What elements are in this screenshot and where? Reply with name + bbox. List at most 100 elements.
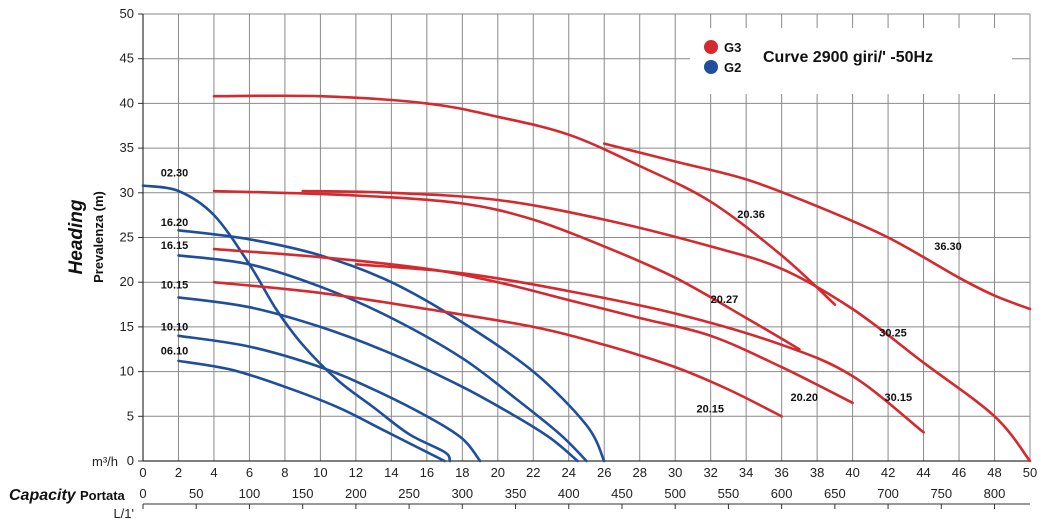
y-tick-label: 30 <box>120 185 134 200</box>
x2-tick-label: 300 <box>451 486 473 501</box>
x-tick-label: 26 <box>597 465 611 480</box>
chart-title: Curve 2900 giri/' -50Hz <box>763 49 933 66</box>
x-tick-label: 44 <box>916 465 930 480</box>
x-tick-label: 28 <box>632 465 646 480</box>
x-tick-label: 34 <box>739 465 753 480</box>
x-tick-label: 22 <box>526 465 540 480</box>
grid <box>142 13 1031 462</box>
x2-tick-label: 600 <box>771 486 793 501</box>
legend-dot-g3 <box>704 40 718 54</box>
curve-label-02-30: 02.30 <box>161 168 189 180</box>
y-tick-label: 45 <box>120 51 134 66</box>
y-tick-label: 40 <box>120 95 134 110</box>
x-axis-title-en: Capacity <box>9 487 77 504</box>
curve-label-30-25: 30.25 <box>879 328 907 340</box>
x2-tick-label: 700 <box>877 486 899 501</box>
curve-16-20 <box>177 229 606 463</box>
x2-tick-label: 0 <box>139 486 146 501</box>
y-tick-labels: 0 5 10 15 20 25 30 35 40 45 50 <box>120 6 143 468</box>
curve-label-20-15: 20.15 <box>696 404 724 416</box>
y-tick-label: 15 <box>120 319 134 334</box>
x-unit-secondary: L/1' <box>113 506 134 521</box>
curve-label-20-36: 20.36 <box>737 209 765 221</box>
x-tick-label: 16 <box>420 465 434 480</box>
curve-16-15 <box>177 254 588 463</box>
x2-tick-label: 50 <box>189 486 203 501</box>
y-tick-label: 10 <box>120 364 134 379</box>
x-tick-label: 20 <box>491 465 505 480</box>
y-axis-title-en: Heading <box>66 199 87 274</box>
y-tick-label: 25 <box>120 230 134 245</box>
x-tick-label: 4 <box>210 465 217 480</box>
curve-label-20-27: 20.27 <box>711 294 739 306</box>
x2-tick-label: 350 <box>505 486 527 501</box>
x-tick-label: 10 <box>313 465 327 480</box>
x-tick-label: 32 <box>703 465 717 480</box>
legend-label-g2: G2 <box>724 60 741 75</box>
x-tick-label: 14 <box>384 465 398 480</box>
x-tick-label: 42 <box>881 465 895 480</box>
curve-36-30 <box>602 142 1032 311</box>
x-tick-label: 8 <box>281 465 288 480</box>
x-tick-label: 24 <box>562 465 576 480</box>
curve-label-16-20: 16.20 <box>161 217 189 229</box>
x-tick-label: 2 <box>175 465 182 480</box>
curve-06-10 <box>177 359 446 463</box>
curve-label-10-10: 10.10 <box>161 321 189 333</box>
x2-tick-label: 250 <box>398 486 420 501</box>
x2-tick-label: 750 <box>930 486 952 501</box>
curve-label-30-15: 30.15 <box>885 392 913 404</box>
curve-labels: 02.30 16.20 16.15 10.15 10.10 06.10 20.36 36.30… <box>161 168 962 416</box>
x-unit-primary: m³/h <box>92 454 118 469</box>
x-tick-label: 46 <box>952 465 966 480</box>
curve-20-36 <box>212 94 837 306</box>
curves <box>141 94 1032 463</box>
legend-dot-g2 <box>704 60 718 74</box>
x2-tick-label: 150 <box>292 486 314 501</box>
legend-label-g3: G3 <box>724 40 741 55</box>
legend-background <box>690 28 1012 94</box>
x2-tick-label: 800 <box>984 486 1006 501</box>
x2-tick-label: 500 <box>664 486 686 501</box>
curve-20-20 <box>212 247 854 405</box>
curve-30-25 <box>301 189 1032 463</box>
y-axis-title-it: Prevalenza (m) <box>91 191 106 283</box>
legend: G3 G2 Curve 2900 giri/' -50Hz <box>690 28 1012 94</box>
x2-tick-labels: 0 50 100 150 200 250 300 350 400 450 500 550 600 650 7… <box>139 486 1005 509</box>
curve-20-27 <box>212 189 801 351</box>
curve-label-10-15: 10.15 <box>161 279 189 291</box>
curve-label-16-15: 16.15 <box>161 240 189 252</box>
x-tick-label: 12 <box>349 465 363 480</box>
y-tick-label: 35 <box>120 140 134 155</box>
x-tick-label: 6 <box>246 465 253 480</box>
y-tick-label: 50 <box>120 6 134 21</box>
curve-10-10 <box>177 334 482 463</box>
x-tick-label: 48 <box>987 465 1001 480</box>
x-tick-label: 18 <box>455 465 469 480</box>
curve-label-06-10: 06.10 <box>161 346 189 358</box>
x2-tick-label: 450 <box>611 486 633 501</box>
x2-tick-label: 200 <box>345 486 367 501</box>
curve-label-20-20: 20.20 <box>791 392 819 404</box>
curve-30-15 <box>354 263 925 434</box>
x-tick-label: 40 <box>845 465 859 480</box>
x-tick-label: 0 <box>139 465 146 480</box>
x-tick-label: 30 <box>668 465 682 480</box>
x-tick-label: 50 <box>1023 465 1037 480</box>
x-tick-label: 36 <box>774 465 788 480</box>
x2-tick-label: 100 <box>239 486 261 501</box>
curve-20-15 <box>212 280 783 418</box>
y-tick-label: 20 <box>120 274 134 289</box>
x-tick-label: 38 <box>810 465 824 480</box>
x-tick-labels: 0 2 4 6 8 10 12 14 16 18 20 22 24 26 28 30 32 34 36 38 40 42 4… <box>139 465 1037 480</box>
curve-label-36-30: 36.30 <box>934 241 962 253</box>
x2-tick-label: 400 <box>558 486 580 501</box>
y-tick-label: 0 <box>127 453 134 468</box>
x2-tick-label: 550 <box>718 486 740 501</box>
y-tick-label: 5 <box>127 408 134 423</box>
x2-tick-label: 650 <box>824 486 846 501</box>
x-axis-title-it: Portata <box>80 488 126 503</box>
curve-02-30 <box>141 184 452 463</box>
curve-10-15 <box>177 296 579 463</box>
